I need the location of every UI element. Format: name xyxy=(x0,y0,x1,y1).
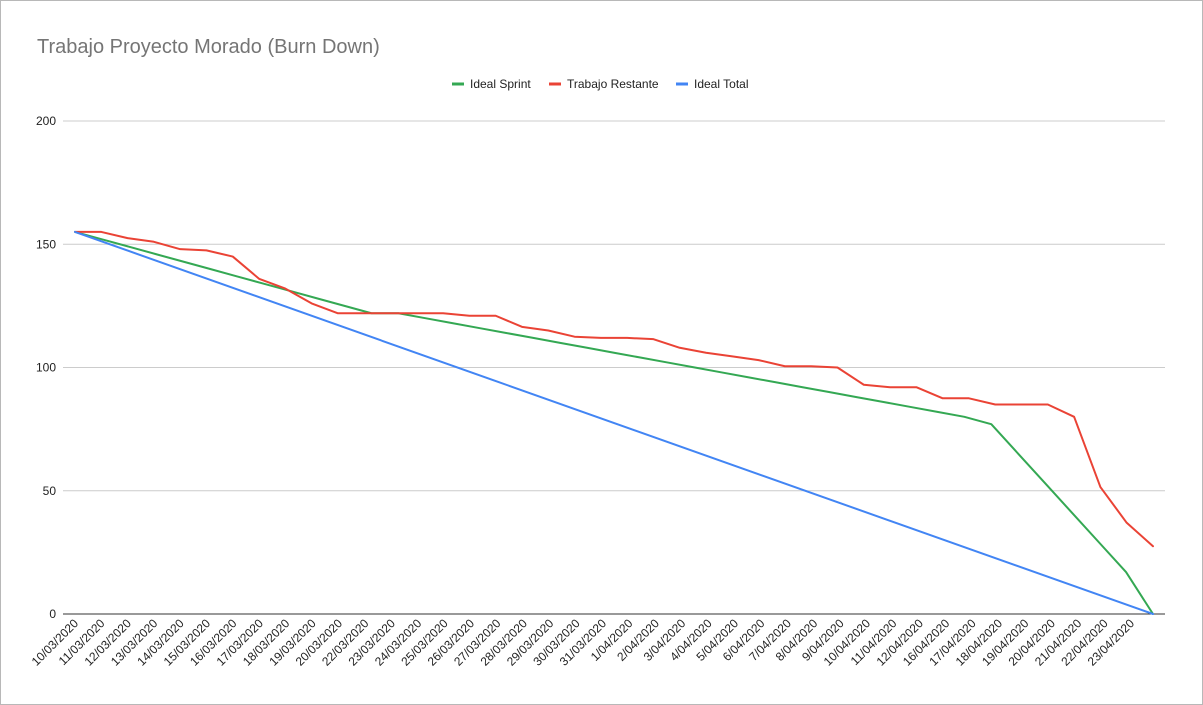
legend-label-ideal-sprint: Ideal Sprint xyxy=(470,77,531,91)
series-line-ideal-sprint xyxy=(74,230,1154,615)
legend-item-ideal-total: Ideal Total xyxy=(676,77,749,91)
legend-item-ideal-sprint: Ideal Sprint xyxy=(452,77,531,91)
chart-title: Trabajo Proyecto Morado (Burn Down) xyxy=(37,36,380,58)
series-line-trabajo-restante xyxy=(74,230,1154,548)
y-tick-label-200: 200 xyxy=(36,114,56,128)
legend-item-trabajo-restante: Trabajo Restante xyxy=(549,77,659,91)
legend-label-ideal-total: Ideal Total xyxy=(694,77,749,91)
x-axis-ticks: 10/03/202011/03/202012/03/202013/03/2020… xyxy=(29,616,1138,669)
series-line-ideal-total xyxy=(74,230,1154,615)
y-axis-ticks: 0 50 100 150 200 xyxy=(36,114,56,621)
y-tick-label-50: 50 xyxy=(43,484,57,498)
y-tick-label-100: 100 xyxy=(36,361,56,375)
y-tick-label-150: 150 xyxy=(36,237,56,251)
series-lines xyxy=(74,230,1154,615)
gridlines xyxy=(63,120,1165,492)
legend: Ideal Sprint Trabajo Restante Ideal Total xyxy=(452,77,749,91)
legend-label-trabajo-restante: Trabajo Restante xyxy=(567,77,659,91)
y-tick-label-0: 0 xyxy=(49,607,56,621)
